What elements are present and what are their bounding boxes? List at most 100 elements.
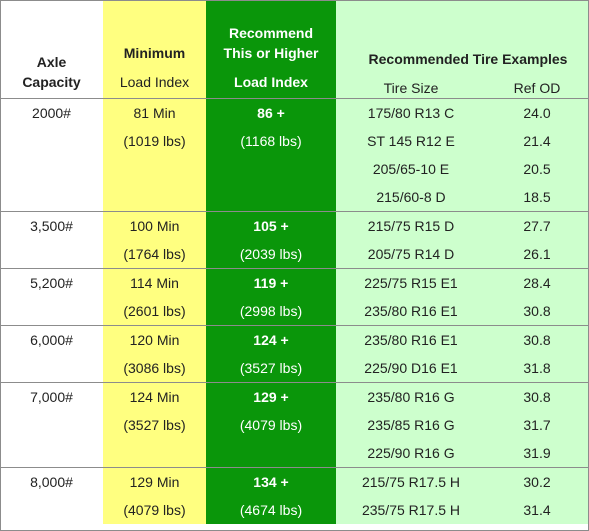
table-row: (4079 lbs) (4674 lbs) 235/75 R17.5 H 31.4 [0,496,588,524]
table-row: 2000# 81 Min 86 +175/80 R13 C 24.0 [0,98,588,127]
ref-od-cell: 31.7 [486,411,588,439]
ref-od-cell: 31.8 [486,354,588,383]
ref-od-cell: 28.4 [486,268,588,297]
minimum-load-index-cell: 100 Min [103,211,206,240]
recommended-load-index-cell: 105 + [206,211,336,240]
axle-capacity-cell [0,297,103,326]
tire-size-cell: 205/75 R14 D [336,240,486,269]
table-row: 8,000# 129 Min 134 +215/75 R17.5 H 30.2 [0,467,588,496]
ref-od-cell: 20.5 [486,155,588,183]
recommended-load-index-cell: (2039 lbs) [206,240,336,269]
tire-examples-title: Recommended Tire Examples [368,51,568,67]
tire-size-cell: 205/65-10 E [336,155,486,183]
recommended-load-index-header: Recommend This or Higher Load Index [206,0,336,99]
ref-od-cell: 31.4 [486,496,588,524]
ref-od-cell: 27.7 [486,211,588,240]
axle-capacity-cell [0,155,103,183]
minimum-load-index-cell: (1764 lbs) [103,240,206,269]
tire-size-cell: 235/75 R17.5 H [336,496,486,524]
axle-header-line1: Axle [36,54,67,70]
ref-od-cell: 21.4 [486,127,588,155]
recommend-header-line3: Load Index [234,74,308,90]
recommended-load-index-cell: 86 + [206,98,336,127]
minimum-load-index-cell: 120 Min [103,325,206,354]
table-row: (2601 lbs) (2998 lbs) 235/80 R16 E1 30.8 [0,297,588,326]
recommended-load-index-cell: (3527 lbs) [206,354,336,383]
recommended-load-index-cell: (4079 lbs) [206,411,336,439]
table-row: 6,000# 120 Min 124 +235/80 R16 E1 30.8 [0,325,588,354]
ref-od-cell: 31.9 [486,439,588,468]
minimum-load-index-cell [103,155,206,183]
ref-od-cell: 30.8 [486,382,588,411]
recommended-load-index-cell [206,183,336,212]
axle-capacity-header: Axle Capacity [0,0,103,99]
recommended-load-index-cell: 119 + [206,268,336,297]
ref-od-header: Ref OD [513,80,561,96]
ref-od-cell: 30.8 [486,297,588,326]
ref-od-cell: 26.1 [486,240,588,269]
axle-capacity-cell: 6,000# [0,325,103,354]
recommended-load-index-cell: 134 + [206,467,336,496]
minimum-load-index-cell: (4079 lbs) [103,496,206,524]
axle-capacity-cell [0,183,103,212]
axle-capacity-cell: 2000# [0,98,103,127]
axle-capacity-cell [0,354,103,383]
axle-capacity-cell: 5,200# [0,268,103,297]
minimum-load-index-cell: 81 Min [103,98,206,127]
recommended-load-index-cell: (1168 lbs) [206,127,336,155]
recommend-header-line1: Recommend [228,25,314,41]
minimum-header-line1: Minimum [123,45,186,61]
tire-size-cell: 235/80 R16 G [336,382,486,411]
axle-capacity-cell: 7,000# [0,382,103,411]
table-row: 5,200# 114 Min 119 +225/75 R15 E1 28.4 [0,268,588,297]
ref-od-cell: 24.0 [486,98,588,127]
recommended-load-index-cell: (4674 lbs) [206,496,336,524]
tire-size-cell: 235/80 R16 E1 [336,297,486,326]
minimum-load-index-header: Minimum Load Index [103,0,206,99]
minimum-header-line2: Load Index [119,74,190,90]
tire-size-cell: 175/80 R13 C [336,98,486,127]
recommended-load-index-cell: 124 + [206,325,336,354]
tire-size-cell: 215/75 R15 D [336,211,486,240]
minimum-load-index-cell: 124 Min [103,382,206,411]
table-row: (3527 lbs) (4079 lbs) 235/85 R16 G 31.7 [0,411,588,439]
minimum-load-index-cell: 114 Min [103,268,206,297]
axle-capacity-cell [0,411,103,439]
table-row: 225/90 R16 G 31.9 [0,439,588,468]
tire-size-cell: 225/75 R15 E1 [336,268,486,297]
recommended-load-index-cell: 129 + [206,382,336,411]
tire-size-cell: 225/90 D16 E1 [336,354,486,383]
recommended-load-index-cell [206,155,336,183]
minimum-load-index-cell [103,439,206,468]
table-row: 7,000# 124 Min 129 +235/80 R16 G 30.8 [0,382,588,411]
minimum-load-index-cell [103,183,206,212]
table-row: 205/65-10 E 20.5 [0,155,588,183]
recommended-load-index-cell: (2998 lbs) [206,297,336,326]
recommended-load-index-cell [206,439,336,468]
table-row: (1019 lbs) (1168 lbs) ST 145 R12 E 21.4 [0,127,588,155]
tire-size-cell: 235/85 R16 G [336,411,486,439]
tire-size-cell: 215/60-8 D [336,183,486,212]
axle-capacity-cell: 3,500# [0,211,103,240]
ref-od-cell: 18.5 [486,183,588,212]
ref-od-cell: 30.8 [486,325,588,354]
axle-capacity-cell [0,496,103,524]
tire-size-cell: 215/75 R17.5 H [336,467,486,496]
header-row: Axle Capacity Minimum Load Index Recomme… [0,0,588,99]
minimum-load-index-cell: (1019 lbs) [103,127,206,155]
table-row: 3,500# 100 Min 105 +215/75 R15 D 27.7 [0,211,588,240]
ref-od-cell: 30.2 [486,467,588,496]
tire-size-cell: 225/90 R16 G [336,439,486,468]
table-row: (1764 lbs) (2039 lbs) 205/75 R14 D 26.1 [0,240,588,269]
recommend-header-line2: This or Higher [223,45,319,61]
axle-capacity-cell [0,240,103,269]
axle-header-line2: Capacity [22,74,81,90]
minimum-load-index-cell: (2601 lbs) [103,297,206,326]
tire-examples-header: Recommended Tire Examples Tire Size Ref … [336,0,588,99]
table-row: (3086 lbs) (3527 lbs) 225/90 D16 E1 31.8 [0,354,588,383]
minimum-load-index-cell: (3527 lbs) [103,411,206,439]
axle-capacity-cell [0,439,103,468]
axle-capacity-cell: 8,000# [0,467,103,496]
